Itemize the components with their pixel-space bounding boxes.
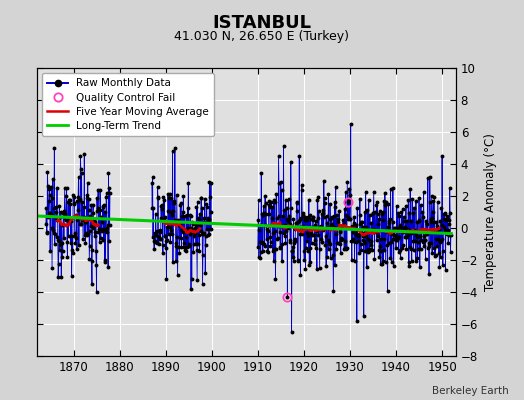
Text: ISTANBUL: ISTANBUL [213, 14, 311, 32]
Y-axis label: Temperature Anomaly (°C): Temperature Anomaly (°C) [484, 133, 497, 291]
Text: Berkeley Earth: Berkeley Earth [432, 386, 508, 396]
Legend: Raw Monthly Data, Quality Control Fail, Five Year Moving Average, Long-Term Tren: Raw Monthly Data, Quality Control Fail, … [42, 73, 214, 136]
Text: 41.030 N, 26.650 E (Turkey): 41.030 N, 26.650 E (Turkey) [174, 30, 350, 43]
